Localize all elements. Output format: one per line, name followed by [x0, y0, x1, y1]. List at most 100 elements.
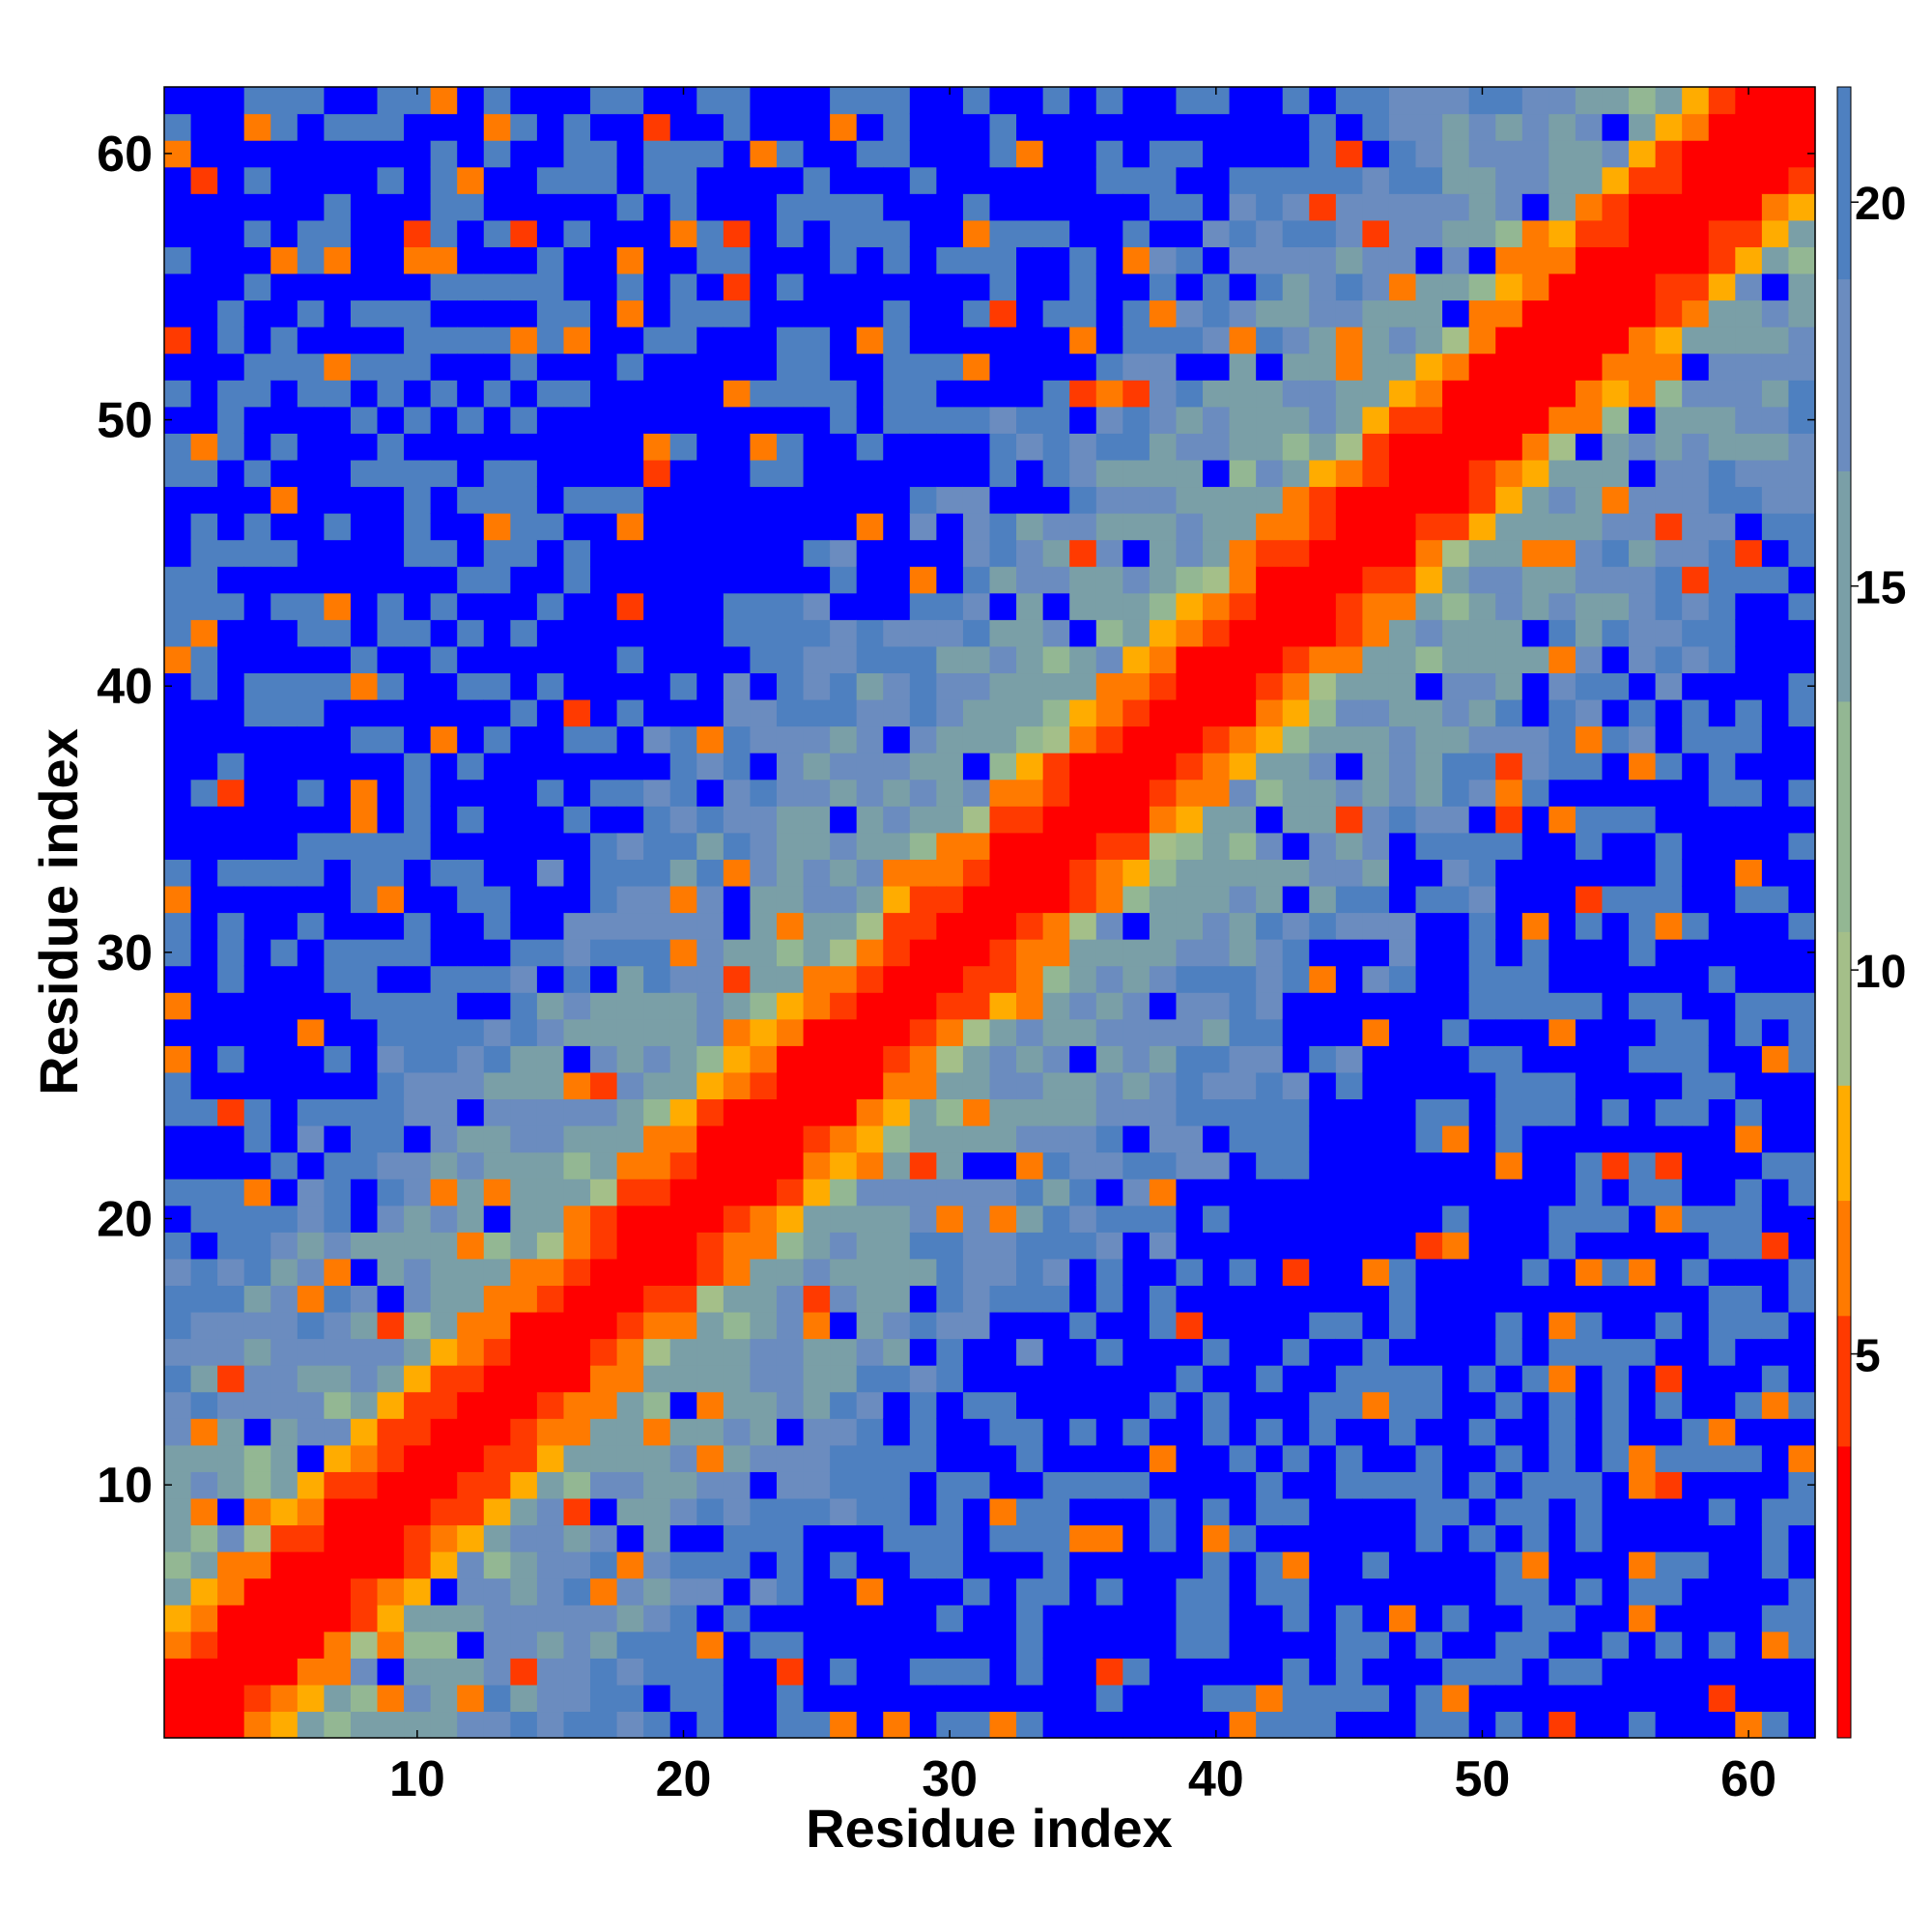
heatmap-cell: [1468, 1391, 1496, 1419]
heatmap-cell: [1655, 1151, 1683, 1179]
heatmap-cell: [1655, 1711, 1683, 1739]
heatmap-cell: [750, 1338, 778, 1366]
heatmap-cell: [404, 380, 432, 408]
heatmap-cell: [1069, 859, 1097, 887]
heatmap-cell: [430, 87, 458, 115]
heatmap-cell: [457, 1577, 485, 1605]
heatmap-cell: [1735, 1151, 1763, 1179]
heatmap-cell: [1282, 939, 1310, 967]
heatmap-cell: [217, 246, 245, 274]
heatmap-cell: [510, 380, 538, 408]
heatmap-cell: [217, 779, 245, 807]
heatmap-cell: [1229, 1179, 1257, 1207]
y-tick-label: 30: [97, 925, 153, 981]
heatmap-cell: [1256, 327, 1284, 355]
heatmap-cell: [856, 1605, 884, 1633]
heatmap-cell: [1229, 779, 1257, 807]
heatmap-cell: [1495, 433, 1523, 461]
heatmap-cell: [883, 645, 911, 674]
heatmap-cell: [1016, 1444, 1044, 1472]
heatmap-cell: [1495, 992, 1523, 1020]
heatmap-cell: [1548, 592, 1577, 620]
heatmap-cell: [590, 1311, 618, 1340]
heatmap-cell: [750, 219, 778, 247]
heatmap-cell: [830, 380, 858, 408]
heatmap-cell: [750, 672, 778, 700]
heatmap-cell: [377, 380, 405, 408]
heatmap-cell: [1229, 1071, 1257, 1100]
heatmap-cell: [1069, 219, 1097, 247]
heatmap-cell: [830, 113, 858, 141]
heatmap-cell: [643, 885, 671, 914]
heatmap-cell: [1655, 859, 1683, 887]
heatmap-cell: [1282, 992, 1310, 1020]
heatmap-cell: [1176, 992, 1204, 1020]
heatmap-cell: [1629, 219, 1657, 247]
heatmap-cell: [1229, 380, 1257, 408]
heatmap-cell: [1016, 619, 1044, 647]
heatmap-cell: [457, 672, 485, 700]
heatmap-cell: [1735, 1018, 1763, 1046]
heatmap-cell: [1362, 113, 1390, 141]
heatmap-cell: [164, 1232, 192, 1260]
heatmap-cell: [1788, 1232, 1816, 1260]
heatmap-cell: [1149, 1577, 1178, 1605]
heatmap-cell: [1735, 406, 1763, 434]
heatmap-cell: [1203, 672, 1231, 700]
heatmap-cell: [377, 433, 405, 461]
heatmap-cell: [350, 1311, 379, 1340]
heatmap-cell: [1203, 193, 1231, 221]
heatmap-cell: [536, 912, 565, 940]
heatmap-cell: [536, 299, 565, 327]
heatmap-cell: [1602, 566, 1630, 594]
heatmap-cell: [1095, 1338, 1123, 1366]
heatmap-cell: [377, 779, 405, 807]
heatmap-cell: [936, 1524, 964, 1552]
heatmap-cell: [616, 406, 644, 434]
heatmap-cell: [324, 193, 352, 221]
heatmap-cell: [404, 486, 432, 514]
heatmap-cell: [190, 1365, 218, 1393]
heatmap-cell: [1468, 859, 1496, 887]
heatmap-cell: [164, 1311, 192, 1340]
heatmap-cell: [1256, 140, 1284, 168]
heatmap-cell: [1176, 1018, 1204, 1046]
heatmap-cell: [1788, 1125, 1816, 1153]
heatmap-cell: [643, 912, 671, 940]
heatmap-cell: [1229, 645, 1257, 674]
heatmap-cell: [616, 1258, 644, 1286]
heatmap-cell: [1655, 1471, 1683, 1499]
heatmap-cell: [483, 380, 511, 408]
heatmap-cell: [803, 459, 831, 488]
heatmap-cell: [1122, 698, 1151, 727]
heatmap-cell: [1629, 725, 1657, 753]
heatmap-cell: [803, 87, 831, 115]
heatmap-cell: [723, 433, 752, 461]
heatmap-cell: [723, 1658, 752, 1686]
heatmap-cell: [510, 1658, 538, 1686]
heatmap-cell: [989, 1285, 1017, 1313]
heatmap-cell: [190, 1444, 218, 1472]
heatmap-cell: [1708, 566, 1736, 594]
heatmap-cell: [1761, 832, 1790, 860]
heatmap-cell: [1203, 1631, 1231, 1659]
heatmap-cell: [1335, 1311, 1363, 1340]
heatmap-cell: [1415, 1391, 1443, 1419]
heatmap-cell: [1069, 193, 1097, 221]
heatmap-cell: [776, 725, 805, 753]
heatmap-cell: [1069, 725, 1097, 753]
heatmap-cell: [1176, 1711, 1204, 1739]
heatmap-cell: [856, 380, 884, 408]
heatmap-cell: [510, 1018, 538, 1046]
heatmap-cell: [669, 166, 697, 194]
heatmap-cell: [962, 1151, 991, 1179]
heatmap-cell: [590, 965, 618, 993]
heatmap-cell: [536, 193, 565, 221]
heatmap-cell: [536, 753, 565, 781]
heatmap-cell: [164, 592, 192, 620]
heatmap-cell: [989, 539, 1017, 567]
heatmap-cell: [1095, 1658, 1123, 1686]
heatmap-cell: [1442, 1444, 1470, 1472]
heatmap-cell: [536, 1391, 565, 1419]
heatmap-cell: [669, 1045, 697, 1073]
